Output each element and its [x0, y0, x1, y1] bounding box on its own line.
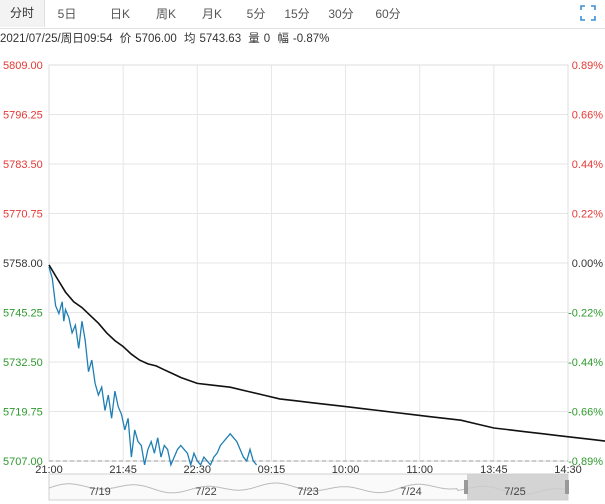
y-tick-label: 5783.50	[3, 159, 43, 171]
tab-5[interactable]: 月K	[201, 7, 222, 21]
change-value: -0.87%	[292, 33, 330, 45]
y-tick-label: 5707.00	[3, 456, 43, 468]
tab-6[interactable]: 5分	[246, 7, 266, 21]
navigator-label: 7/22	[195, 486, 216, 498]
y-tick-label: 5809.00	[3, 60, 43, 72]
y-tick-label: 5796.25	[3, 110, 43, 122]
y-tick-label-right: -0.89%	[568, 456, 603, 468]
tab-8[interactable]: 30分	[328, 7, 354, 21]
x-tick-label: 09:15	[258, 464, 286, 476]
y-tick-label-right: -0.22%	[568, 308, 603, 320]
tab-9[interactable]: 60分	[375, 7, 401, 21]
tab-4[interactable]: 周K	[155, 7, 176, 21]
y-tick-label: 5719.75	[3, 407, 43, 419]
x-tick-label: 22:30	[184, 464, 212, 476]
quote-datetime: 2021/07/25/周日09:54	[0, 33, 113, 45]
tab-7[interactable]: 15分	[284, 7, 310, 21]
navigator-label: 7/19	[89, 486, 110, 498]
y-tick-label: 5770.75	[3, 209, 43, 221]
volume-label: 量	[248, 33, 260, 45]
avg-line	[48, 264, 605, 442]
avg-label: 均	[184, 33, 196, 45]
y-tick-label: 5745.25	[3, 308, 43, 320]
x-tick-label: 21:45	[109, 464, 137, 476]
y-tick-label-right: -0.44%	[568, 357, 603, 369]
navigator-label: 7/25	[504, 486, 525, 498]
navigator-label: 7/24	[400, 486, 421, 498]
navigator-handle-right[interactable]	[565, 480, 569, 494]
x-tick-label: 13:45	[480, 464, 508, 476]
y-tick-label: 5732.50	[3, 357, 43, 369]
x-tick-label: 21:00	[35, 464, 63, 476]
volume-value: 0	[263, 33, 271, 45]
y-tick-label-right: 0.66%	[572, 110, 603, 122]
navigator-label: 7/23	[297, 486, 318, 498]
navigator-handle-left[interactable]	[464, 480, 468, 494]
x-tick-label: 11:00	[406, 464, 433, 476]
avg-value: 5743.63	[199, 33, 242, 45]
y-tick-label-right: 0.44%	[572, 159, 603, 171]
x-tick-label: 10:00	[332, 464, 360, 476]
tab-2[interactable]: 5日	[57, 7, 77, 21]
navigator-window[interactable]	[467, 474, 568, 500]
price-label: 价	[119, 33, 132, 45]
y-tick-label-right: 0.00%	[572, 258, 603, 270]
expand-fullscreen-icon[interactable]	[579, 4, 597, 22]
price-line	[48, 266, 258, 468]
y-tick-label-right: 0.89%	[572, 60, 603, 72]
tab-3[interactable]: 日K	[109, 7, 130, 21]
y-tick-label-right: 0.22%	[572, 209, 603, 221]
x-tick-label: 14:30	[554, 464, 582, 476]
price-value: 5706.00	[135, 33, 177, 45]
y-tick-label-right: -0.66%	[568, 407, 603, 419]
tab-1[interactable]: 分时	[0, 0, 45, 27]
y-tick-label: 5758.00	[3, 258, 43, 270]
period-tab-bar: 分时 5日 日K 周K 月K 5分 15分 30分 60分	[0, 0, 605, 29]
change-label: 幅	[277, 33, 289, 45]
